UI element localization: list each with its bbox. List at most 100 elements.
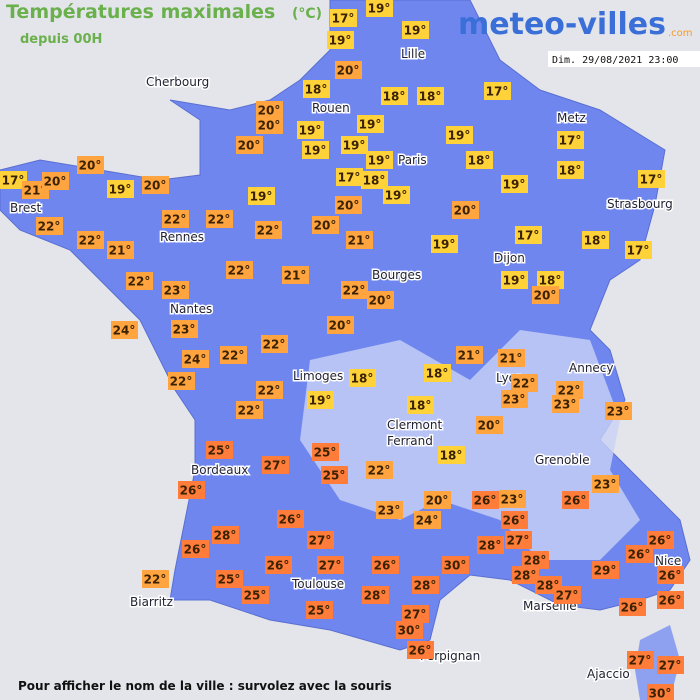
temperature-label: 22°	[79, 234, 102, 248]
temperature-badge	[554, 586, 581, 604]
temperature-label: 21°	[284, 269, 307, 283]
temperature-label: 22°	[228, 264, 251, 278]
temperature-badge	[317, 556, 344, 574]
temperature-label: 20°	[478, 419, 501, 433]
city-name: Metz	[557, 111, 586, 125]
temperature-badge	[657, 566, 684, 584]
city-name: Rouen	[312, 101, 350, 115]
temperature-label: 20°	[534, 289, 557, 303]
temperature-badge	[236, 136, 263, 154]
temperature-label: 25°	[308, 604, 331, 618]
temperature-badge	[417, 87, 444, 105]
city-name: Grenoble	[535, 453, 590, 467]
temperature-label: 28°	[479, 539, 502, 553]
temperature-label: 18°	[468, 154, 491, 168]
temperature-badge	[442, 556, 469, 574]
temperature-badge	[501, 271, 528, 289]
temperature-badge	[206, 441, 233, 459]
temperature-label: 19°	[503, 274, 526, 288]
temperature-label: 28°	[414, 579, 437, 593]
temperature-badge	[512, 566, 539, 584]
logo: meteo-villes	[458, 7, 666, 42]
temperature-label: 22°	[558, 384, 581, 398]
temperature-label: 28°	[537, 579, 560, 593]
temperature-badge	[498, 349, 525, 367]
temperature-label: 17°	[640, 173, 663, 187]
temperature-badge	[372, 556, 399, 574]
temperature-badge	[657, 591, 684, 609]
temperature-label: 20°	[454, 204, 477, 218]
temperature-badge	[107, 180, 134, 198]
city-name: Toulouse	[291, 577, 344, 591]
temperature-badge	[255, 221, 282, 239]
temperature-badge	[307, 391, 334, 409]
temperature-badge	[327, 316, 354, 334]
temperature-badge	[366, 0, 393, 17]
temperature-badge	[77, 231, 104, 249]
temperature-label: 26°	[649, 534, 672, 548]
temperature-badge	[366, 461, 393, 479]
temperature-badge	[557, 131, 584, 149]
temperature-badge	[477, 536, 504, 554]
temperature-label: 18°	[383, 90, 406, 104]
temperature-label: 23°	[607, 405, 630, 419]
temperature-badge	[168, 372, 195, 390]
temperature-badge	[605, 402, 632, 420]
temperature-label: 22°	[513, 377, 536, 391]
temperature-badge	[402, 21, 429, 39]
temperature-label: 27°	[556, 589, 579, 603]
temperature-badge	[501, 511, 528, 529]
temperature-badge	[552, 395, 579, 413]
temperature-label: 20°	[44, 175, 67, 189]
temperature-badge	[515, 226, 542, 244]
temperature-badge	[248, 187, 275, 205]
temperature-label: 19°	[433, 238, 456, 252]
temperature-badge	[236, 401, 263, 419]
logo-suffix: .com	[668, 28, 693, 39]
temperature-label: 19°	[368, 154, 391, 168]
temperature-label: 26°	[180, 484, 203, 498]
temperature-label: 28°	[364, 589, 387, 603]
temperature-label: 26°	[409, 644, 432, 658]
temperature-label: 18°	[363, 174, 386, 188]
temperature-badge	[162, 281, 189, 299]
temperature-badge	[501, 390, 528, 408]
temperature-label: 25°	[244, 589, 267, 603]
temperature-label: 27°	[507, 534, 530, 548]
temperature-label: 17°	[559, 134, 582, 148]
temperature-label: 26°	[267, 559, 290, 573]
temperature-badge	[226, 261, 253, 279]
temperature-label: 27°	[309, 534, 332, 548]
temperature-badge	[307, 531, 334, 549]
city-name: Rennes	[160, 230, 204, 244]
temperature-badge	[256, 381, 283, 399]
temperature-badge	[522, 551, 549, 569]
temperature-label: 21°	[500, 352, 523, 366]
temperature-label: 25°	[218, 573, 241, 587]
temperature-label: 26°	[564, 494, 587, 508]
city-name: Bourges	[372, 268, 421, 282]
temperature-label: 21°	[348, 234, 371, 248]
temperature-badge	[619, 598, 646, 616]
footer: Pour afficher le nom de la ville : survo…	[18, 679, 392, 693]
temperature-label: 20°	[426, 494, 449, 508]
temperature-label: 28°	[514, 569, 537, 583]
temperature-badge	[446, 126, 473, 144]
temperature-label: 19°	[304, 144, 327, 158]
temperature-badge	[647, 684, 674, 700]
temperature-label: 19°	[404, 24, 427, 38]
temperature-badge	[407, 396, 434, 414]
temperature-label: 21°	[24, 184, 47, 198]
temperature-badge	[142, 176, 169, 194]
temperature-badge	[126, 272, 153, 290]
temperature-badge	[306, 601, 333, 619]
temperature-label: 24°	[416, 514, 439, 528]
temperature-badge	[312, 216, 339, 234]
temperature-label: 17°	[486, 85, 509, 99]
city-name: Cherbourg	[146, 75, 209, 89]
temperature-label: 22°	[222, 349, 245, 363]
temperature-badge	[77, 156, 104, 174]
temperature-badge	[303, 80, 330, 98]
temperature-label: 18°	[539, 274, 562, 288]
